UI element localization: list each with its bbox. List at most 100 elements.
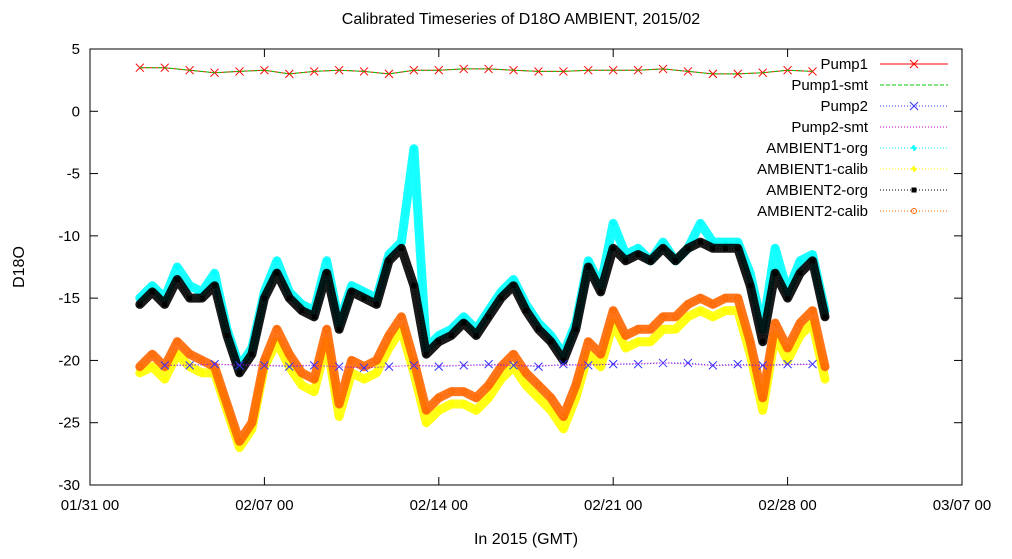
data-point [697, 220, 704, 227]
data-point [460, 388, 467, 395]
data-point [797, 320, 804, 327]
x-tick-label: 02/28 00 [758, 497, 816, 514]
data-point [610, 307, 617, 314]
data-point [784, 357, 791, 364]
data-point [236, 370, 242, 376]
data-point [597, 351, 604, 358]
data-point [784, 344, 791, 351]
data-point [311, 314, 317, 320]
data-point [511, 283, 517, 289]
data-point [311, 388, 318, 395]
data-point [309, 361, 319, 370]
data-point [660, 313, 667, 320]
legend-entry: AMBIENT1-calib [757, 161, 948, 178]
data-point [684, 301, 691, 308]
data-point [423, 419, 430, 426]
data-point [199, 295, 205, 301]
y-axis-label: D18O [11, 246, 28, 288]
data-point [199, 357, 206, 364]
data-point [610, 220, 617, 227]
data-point [772, 245, 779, 252]
data-point [498, 363, 505, 370]
data-point [547, 394, 554, 401]
data-point [735, 245, 741, 251]
legend-marker [911, 166, 917, 172]
data-point [733, 359, 743, 369]
data-point [386, 258, 392, 264]
data-point [423, 351, 429, 357]
data-point [473, 394, 480, 401]
legend-entry: Pump1 [820, 56, 948, 73]
series-line [139, 309, 826, 450]
data-point [697, 239, 703, 245]
data-point [361, 376, 368, 383]
data-point [697, 295, 704, 302]
x-tick-label: 02/07 00 [235, 497, 293, 514]
data-point [248, 419, 255, 426]
data-point [498, 295, 504, 301]
data-point [323, 257, 330, 264]
data-point [772, 320, 779, 327]
data-point [722, 245, 728, 251]
data-point [461, 320, 467, 326]
data-point [359, 363, 369, 373]
series-layer [135, 63, 830, 453]
data-point [498, 376, 505, 383]
data-point [685, 245, 691, 251]
chart-title: Calibrated Timeseries of D18O AMBIENT, 2… [342, 11, 700, 28]
y-tick-label: -30 [58, 477, 80, 494]
data-point [808, 359, 817, 369]
data-point [598, 289, 604, 295]
data-point [398, 245, 404, 251]
data-point [361, 295, 367, 301]
data-point [547, 407, 554, 414]
data-point [224, 401, 231, 408]
y-tick-label: -15 [58, 290, 80, 307]
data-point [683, 358, 693, 368]
data-point [648, 258, 654, 264]
data-point [572, 382, 579, 389]
data-point [436, 339, 442, 345]
data-point [560, 413, 567, 420]
series-pump1 [135, 63, 817, 79]
data-point [174, 276, 180, 282]
data-point [585, 338, 592, 345]
data-point [810, 258, 816, 264]
data-point [535, 326, 541, 332]
data-point [733, 69, 743, 79]
data-point [660, 245, 666, 251]
data-point [808, 67, 817, 76]
data-point [448, 333, 454, 339]
data-point [286, 295, 292, 301]
data-point [809, 307, 816, 314]
x-tick-label: 03/07 00 [933, 497, 991, 514]
data-point [672, 313, 679, 320]
data-point [797, 257, 804, 264]
data-point [710, 245, 716, 251]
data-point [411, 283, 417, 289]
data-point [821, 363, 828, 370]
data-point [161, 363, 168, 370]
data-point [373, 357, 380, 364]
data-point [758, 361, 768, 370]
data-point [174, 338, 181, 345]
data-point [484, 359, 493, 369]
data-point [311, 376, 318, 383]
data-point [647, 326, 654, 333]
data-point [336, 326, 342, 332]
data-point [435, 394, 442, 401]
data-point [186, 282, 193, 289]
legend-marker [909, 101, 919, 111]
data-point [410, 357, 417, 364]
data-point [149, 363, 156, 370]
data-point [684, 313, 691, 320]
data-point [459, 361, 469, 370]
series-ambient1-org [135, 144, 830, 372]
legend-marker [911, 208, 917, 214]
data-point [623, 258, 629, 264]
data-point [708, 361, 718, 370]
data-point [336, 413, 343, 420]
data-point [635, 326, 642, 333]
series-ambient2-org [135, 237, 830, 378]
